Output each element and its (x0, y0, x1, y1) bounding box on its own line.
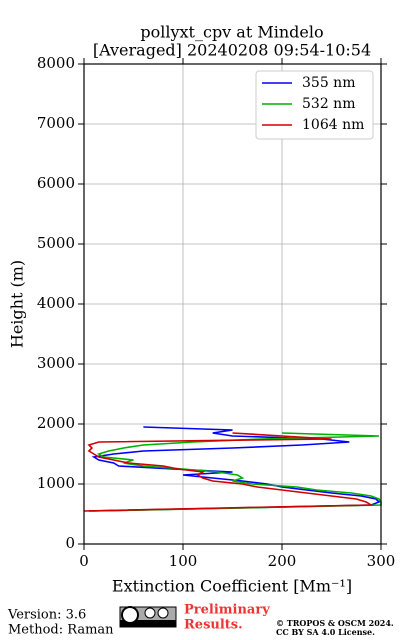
y-tick-label: 1000 (37, 474, 75, 492)
preliminary: Preliminary (184, 603, 270, 618)
y-tick-label: 2000 (37, 414, 75, 432)
legend-label: 1064 nm (302, 117, 364, 133)
legend-box (255, 70, 374, 140)
cc-logo (119, 606, 177, 628)
results: Results. (184, 618, 243, 633)
legend-label: 532 nm (302, 96, 355, 112)
chart-subtitle: [Averaged] 20240208 09:54-10:54 (93, 41, 371, 60)
y-tick-label: 5000 (37, 234, 75, 252)
x-axis-label: Extinction Coefficient [Mm⁻¹] (112, 577, 352, 596)
copyright: © TROPOS & OSCM 2024. (276, 618, 394, 628)
plot-frame (83, 63, 382, 545)
x-tick-label: 0 (79, 552, 89, 570)
series-line (91, 432, 382, 512)
version: Version: 3.6 (7, 608, 86, 623)
x-tick-label: 300 (367, 552, 396, 570)
y-tick-label: 3000 (37, 354, 75, 372)
y-tick-label: 8000 (37, 54, 75, 72)
chart-title: pollyxt_cpv at Mindelo (140, 23, 323, 42)
license: CC BY SA 4.0 License. (276, 627, 375, 637)
legend-label: 355 nm (302, 75, 355, 91)
y-tick-label: 0 (65, 534, 75, 552)
x-tick-label: 100 (169, 552, 198, 570)
method: Method: Raman (8, 623, 114, 638)
y-axis-label: Height (m) (8, 260, 27, 348)
series-line (83, 432, 374, 512)
y-tick-label: 7000 (37, 114, 75, 132)
x-tick-label: 200 (268, 552, 297, 570)
y-tick-label: 4000 (37, 294, 75, 312)
legend: 355 nm 532 nm 1064 nm (255, 70, 374, 140)
y-tick-label: 6000 (37, 174, 75, 192)
